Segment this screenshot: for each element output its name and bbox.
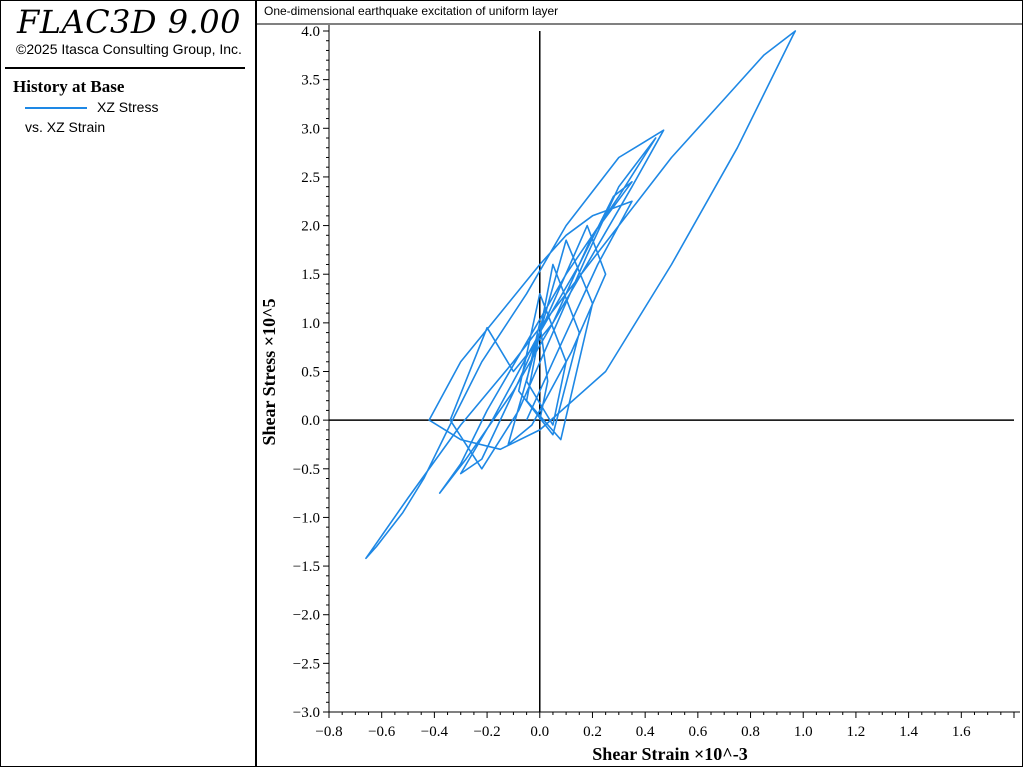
x-tick-label: 0.2 bbox=[583, 724, 602, 740]
y-tick-label: 1.0 bbox=[301, 316, 320, 332]
y-tick-label: 0.5 bbox=[301, 365, 320, 381]
x-tick-label: 0.6 bbox=[688, 724, 707, 740]
y-tick-label: 2.0 bbox=[301, 219, 320, 235]
legend-line-swatch bbox=[25, 107, 87, 109]
stress-strain-series-line bbox=[365, 30, 797, 560]
y-tick-label: −2.5 bbox=[293, 656, 320, 672]
y-ticks: −3.0 −2.5 −2.0 −1.5 −1.0 −0.5 0.0 0.5 1.0 1.5 2.0 2… bbox=[293, 24, 329, 721]
x-tick-label: 0.8 bbox=[741, 724, 760, 740]
y-tick-label: 2.5 bbox=[301, 170, 320, 186]
y-tick-label: −0.5 bbox=[293, 462, 320, 478]
y-tick-label: 4.0 bbox=[301, 24, 320, 40]
legend-entry-strain: vs. XZ Strain bbox=[25, 119, 106, 135]
x-axis-label: Shear Strain ×10^-3 bbox=[592, 744, 747, 764]
x-ticks: −0.8 −0.6 −0.4 −0.2 0.0 0.2 0.4 0.6 0.8 1.0 1.2 1.4… bbox=[315, 712, 1015, 740]
y-tick-label: −1.5 bbox=[293, 559, 320, 575]
legend-entry-stress: XZ Stress bbox=[97, 99, 159, 115]
copyright-text: ©2025 Itasca Consulting Group, Inc. bbox=[16, 41, 242, 57]
x-tick-label: 1.0 bbox=[794, 724, 813, 740]
series-group bbox=[365, 30, 797, 560]
x-tick-label: −0.2 bbox=[473, 724, 500, 740]
x-tick-label: 1.6 bbox=[952, 724, 971, 740]
x-tick-label: 0.0 bbox=[530, 724, 549, 740]
y-tick-label: 3.5 bbox=[301, 73, 320, 89]
x-tick-label: −0.4 bbox=[421, 724, 449, 740]
plot-panel bbox=[256, 0, 1023, 767]
y-tick-label: −1.0 bbox=[293, 510, 320, 526]
app-title: FLAC3D 9.00 bbox=[17, 3, 241, 41]
legend-separator bbox=[5, 67, 245, 69]
x-tick-label: 0.4 bbox=[636, 724, 655, 740]
y-tick-label: −2.0 bbox=[293, 608, 320, 624]
y-tick-label: 0.0 bbox=[301, 413, 320, 429]
y-axis-label: Shear Stress ×10^5 bbox=[259, 298, 279, 445]
legend-title: History at Base bbox=[13, 77, 125, 96]
plot-axes bbox=[256, 23, 1022, 713]
legend-panel: FLAC3D 9.00 ©2025 Itasca Consulting Grou… bbox=[0, 0, 256, 767]
y-tick-label: 1.5 bbox=[301, 267, 320, 283]
plot-title: One-dimensional earthquake excitation of… bbox=[264, 4, 559, 18]
x-tick-label: −0.8 bbox=[315, 724, 342, 740]
x-tick-label: 1.2 bbox=[847, 724, 866, 740]
x-tick-label: 1.4 bbox=[899, 724, 918, 740]
y-tick-label: 3.0 bbox=[301, 121, 320, 137]
x-tick-label: −0.6 bbox=[368, 724, 396, 740]
y-tick-label: −3.0 bbox=[293, 705, 320, 721]
